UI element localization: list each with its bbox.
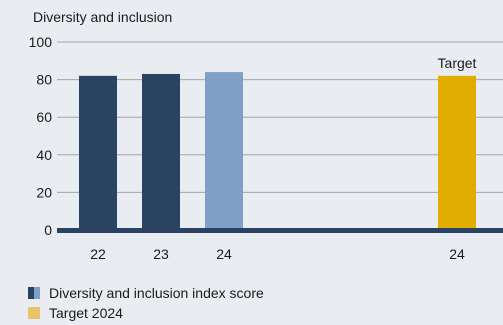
bar-24	[205, 72, 243, 230]
y-tick-label: 0	[44, 222, 52, 238]
x-tick-label: 22	[90, 246, 106, 262]
chart-title: Diversity and inclusion	[33, 9, 172, 25]
y-tick-label: 40	[36, 147, 52, 163]
x-tick-label: 24	[216, 246, 232, 262]
legend-item: Target 2024	[28, 305, 123, 321]
bar-label-target: Target	[438, 55, 477, 71]
grid-lines	[57, 41, 503, 193]
legend-swatch-light	[34, 287, 40, 299]
legend-label: Target 2024	[49, 305, 123, 321]
bar-labels: Target	[438, 55, 477, 71]
y-tick-label: 100	[29, 34, 53, 50]
y-axis: 0 20 40 60 80 100	[29, 34, 53, 238]
x-tick-label: 24	[449, 246, 465, 262]
legend-swatch-dark	[28, 287, 34, 299]
y-tick-label: 60	[36, 109, 52, 125]
x-axis: 22 23 24 24	[90, 246, 465, 262]
bar-24-target	[438, 75, 476, 230]
y-tick-label: 80	[36, 72, 52, 88]
bar-22	[79, 75, 117, 230]
legend-item: Diversity and inclusion index score	[28, 285, 264, 301]
bars	[79, 72, 476, 231]
y-tick-label: 20	[36, 184, 52, 200]
legend-label: Diversity and inclusion index score	[49, 285, 264, 301]
bar-23	[142, 73, 180, 231]
x-tick-label: 23	[153, 246, 169, 262]
legend: Diversity and inclusion index score Targe…	[28, 285, 264, 321]
legend-swatch	[28, 307, 40, 319]
